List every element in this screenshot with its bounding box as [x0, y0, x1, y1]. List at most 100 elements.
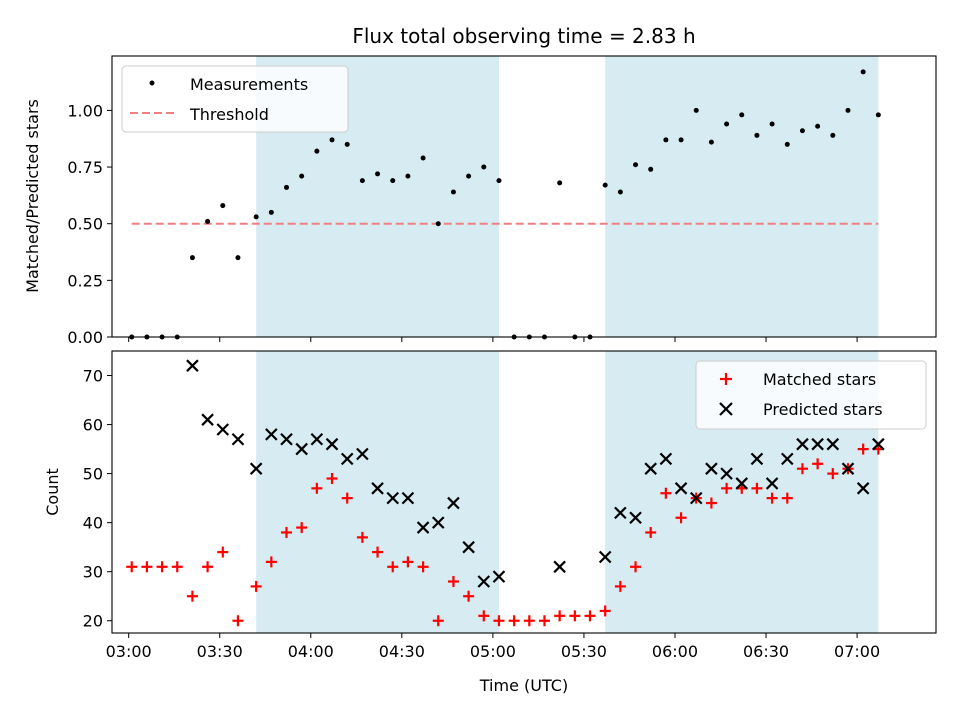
- matched-star-point: [493, 615, 505, 627]
- matched-star-point: [812, 458, 824, 470]
- predicted-star-point-b: [856, 482, 870, 495]
- x-tick-label: 03:30: [197, 642, 243, 661]
- predicted-star-point-b: [553, 560, 566, 574]
- measurement-point: [830, 132, 836, 138]
- predicted-star-point-b: [735, 477, 749, 490]
- count-shaded-interval-0: [256, 351, 499, 633]
- predicted-star-point: [340, 452, 354, 466]
- measurement-point: [253, 214, 259, 220]
- matched-star-point: [751, 482, 763, 494]
- predicted-star-point: [477, 575, 491, 588]
- predicted-star-point: [310, 433, 324, 446]
- measurement-point: [875, 112, 881, 118]
- matched-star-point: [156, 561, 168, 573]
- matched-star-point: [478, 610, 490, 622]
- matched-star-point: [432, 615, 444, 627]
- matched-star-point: [538, 615, 550, 627]
- measurement-point: [205, 218, 211, 224]
- predicted-star-point: [796, 437, 809, 451]
- measurement-point: [648, 166, 654, 172]
- legend-matched-marker: [720, 373, 732, 385]
- predicted-star-point-b: [371, 482, 384, 495]
- measurement-point: [420, 155, 426, 161]
- measurement-point: [602, 182, 608, 188]
- predicted-star-point: [614, 506, 627, 520]
- x-tick-label: 07:00: [834, 642, 880, 661]
- measurement-point: [390, 178, 396, 184]
- predicted-star-point-b: [629, 511, 642, 525]
- predicted-star-point: [781, 452, 794, 466]
- predicted-star-point-b: [340, 452, 354, 466]
- predicted-star-point: [447, 496, 460, 510]
- measurement-point: [739, 112, 745, 118]
- measurement-point: [450, 189, 456, 195]
- predicted-star-point-b: [325, 437, 339, 451]
- ratio-y-tick-label: 0.25: [67, 271, 103, 290]
- predicted-star-point-b: [249, 462, 263, 475]
- ratio-shaded-interval-1: [605, 56, 879, 337]
- measurement-point: [860, 69, 866, 75]
- predicted-star-point-b: [765, 477, 779, 490]
- matched-star-point: [296, 522, 308, 534]
- x-axis-label: Time (UTC): [479, 676, 568, 695]
- matched-star-point: [250, 580, 262, 592]
- measurement-point: [845, 107, 851, 113]
- matched-star-point: [660, 487, 672, 499]
- predicted-star-point-b: [431, 516, 445, 529]
- predicted-star-point-b: [705, 462, 718, 475]
- measurement-point: [405, 173, 411, 179]
- predicted-star-point-b: [216, 423, 230, 436]
- predicted-star-point: [386, 491, 400, 505]
- matched-star-point: [447, 576, 459, 588]
- matched-star-point: [372, 546, 384, 558]
- matched-star-point: [265, 556, 277, 568]
- predicted-star-point: [295, 442, 308, 456]
- predicted-star-point-b: [674, 482, 688, 495]
- measurement-point: [815, 123, 821, 129]
- predicted-star-point: [462, 540, 475, 554]
- ratio-legend-box: [121, 65, 349, 133]
- predicted-star-point: [720, 467, 733, 480]
- measurement-point: [617, 189, 623, 195]
- legend-measurements-label: Measurements: [190, 75, 308, 94]
- predicted-star-point: [826, 437, 840, 451]
- x-tick-label: 04:00: [288, 642, 334, 661]
- measurement-point: [678, 137, 684, 143]
- measurement-point: [268, 209, 274, 215]
- x-tick-label: 06:30: [743, 642, 789, 661]
- matched-star-point: [141, 561, 153, 573]
- predicted-star-point-b: [231, 433, 245, 446]
- predicted-star-point-b: [416, 521, 430, 534]
- predicted-star-point: [644, 462, 657, 475]
- matched-star-point: [387, 561, 399, 573]
- predicted-star-point-b: [644, 462, 657, 475]
- predicted-star-point: [553, 560, 566, 574]
- measurement-point: [314, 148, 320, 154]
- measurement-point: [189, 255, 195, 261]
- predicted-star-point-b: [265, 428, 278, 441]
- matched-star-point: [584, 610, 596, 622]
- predicted-star-point-b: [659, 452, 673, 466]
- predicted-star-point-b: [689, 491, 703, 505]
- predicted-star-point-b: [447, 496, 460, 510]
- legend-threshold-label: Threshold: [189, 105, 269, 124]
- predicted-star-point: [598, 550, 612, 564]
- matched-star-point: [827, 468, 839, 480]
- measurement-point: [784, 141, 790, 147]
- predicted-star-point: [371, 482, 384, 495]
- predicted-star-point-b: [826, 437, 840, 451]
- matched-star-point: [508, 615, 520, 627]
- measurement-point: [754, 132, 760, 138]
- matched-star-point: [126, 561, 138, 573]
- matched-star-point: [569, 610, 581, 622]
- measurement-point: [329, 137, 335, 143]
- measurement-point: [375, 171, 381, 177]
- measurement-point: [769, 121, 775, 127]
- count-legend-box: [695, 360, 927, 430]
- predicted-star-point: [416, 521, 430, 534]
- matched-star-point: [554, 610, 566, 622]
- predicted-star-point-b: [186, 359, 199, 372]
- predicted-star-point: [765, 477, 779, 490]
- matched-star-point: [311, 482, 323, 494]
